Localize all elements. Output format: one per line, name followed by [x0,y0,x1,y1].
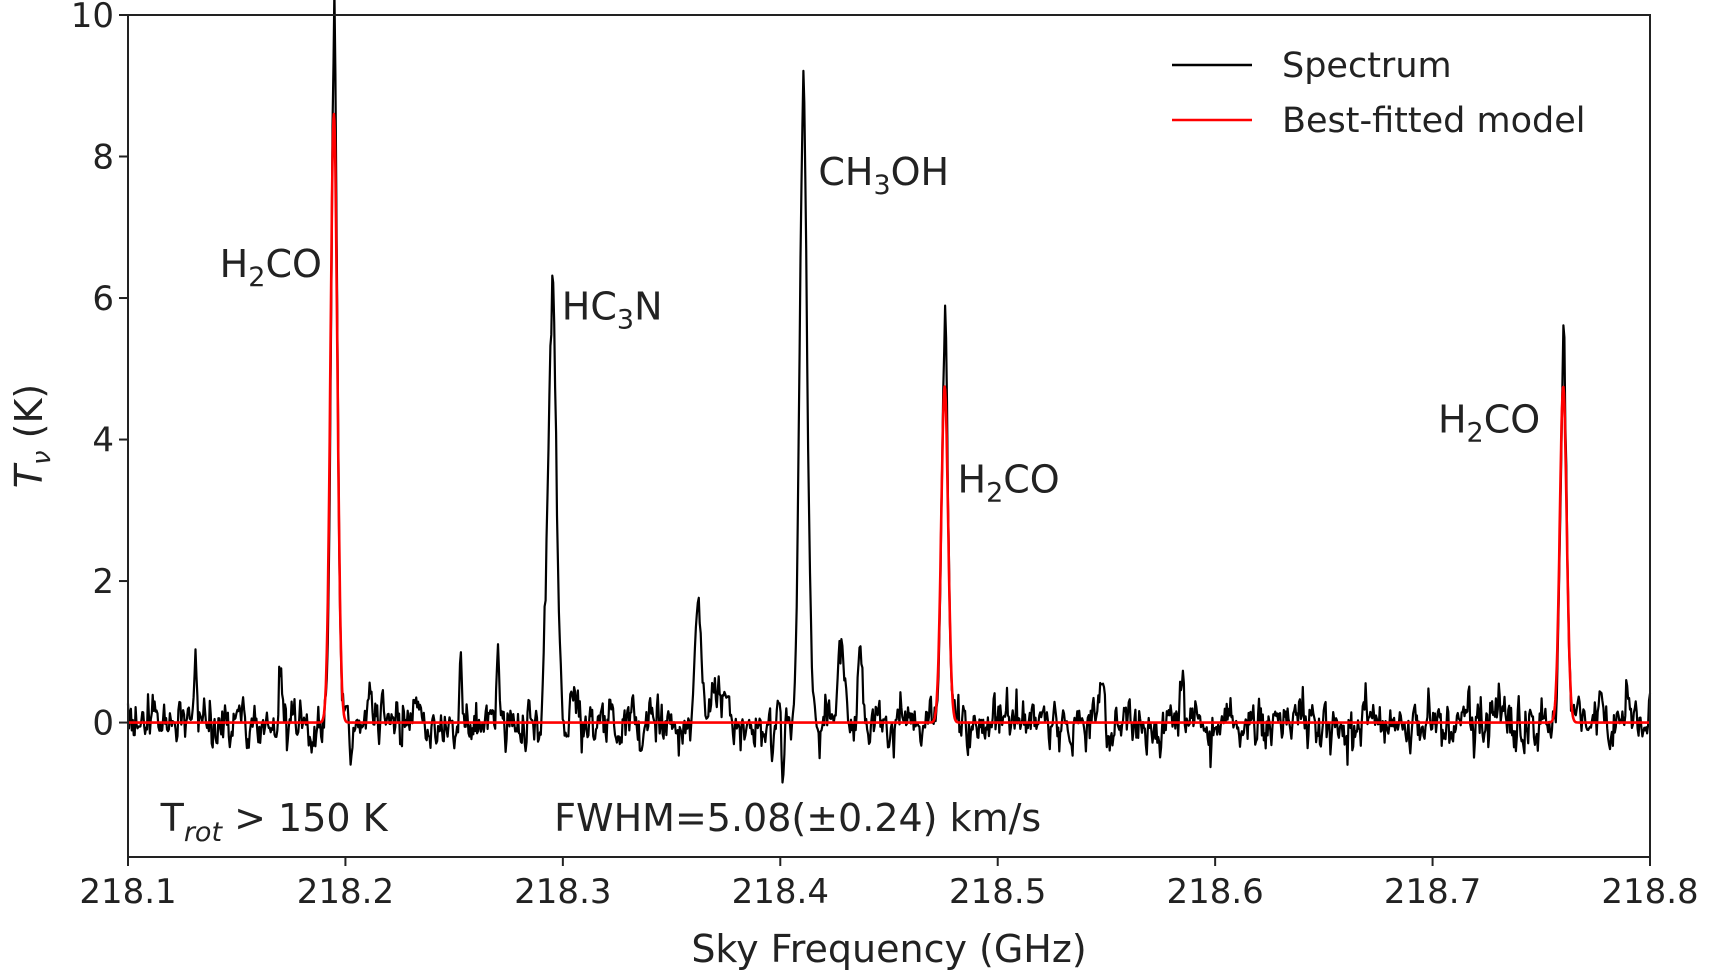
series-line-model [127,112,1651,724]
series-layer [126,0,1652,784]
x-axis-title: Sky Frequency (GHz) [691,927,1086,971]
y-tick-label: 10 [71,0,114,36]
y-tick-label: 8 [92,138,114,178]
legend-label: Spectrum [1282,46,1452,86]
x-tick-label: 218.2 [297,872,394,912]
plot-annotation: FWHM=5.08(±0.24) km/s [554,796,1041,840]
plot-annotation: Trot > 150 K [160,796,389,848]
legend: Spectrum Best-fitted model [1172,46,1585,141]
axis-ticks: 218.1 218.2 218.3 218.4 218.5 218.6 218.7 218.8… [71,0,1699,912]
molecule-label: HC3N [562,284,663,335]
x-tick-label: 218.7 [1384,872,1481,912]
molecule-label: H2CO [957,458,1059,509]
molecule-label: H2CO [220,242,322,293]
plot-frame [127,14,1651,858]
molecule-label: H2CO [1438,397,1540,448]
series-line-spectrum [126,0,1652,784]
x-tick-label: 218.3 [514,872,611,912]
y-axis-unit: (K) [7,384,51,451]
x-tick-label: 218.6 [1166,872,1263,912]
y-axis-subscript: ν [27,450,57,465]
molecule-label: CH3OH [818,150,949,201]
x-tick-label: 218.1 [79,872,176,912]
y-axis-symbol: T [7,462,51,488]
x-tick-label: 218.8 [1601,872,1698,912]
y-tick-label: 4 [92,421,114,461]
y-tick-label: 2 [92,562,114,602]
x-tick-label: 218.4 [732,872,829,912]
legend-label: Best-fitted model [1282,101,1585,141]
annotations: Trot > 150 K FWHM=5.08(±0.24) km/s [160,796,1042,848]
line-labels: H2CO HC3N CH3OH H2CO H2CO [220,150,1540,509]
y-tick-label: 0 [92,704,114,744]
x-tick-label: 218.5 [949,872,1046,912]
y-tick-label: 6 [92,279,114,319]
y-axis-title: Tν (K) [7,384,57,488]
